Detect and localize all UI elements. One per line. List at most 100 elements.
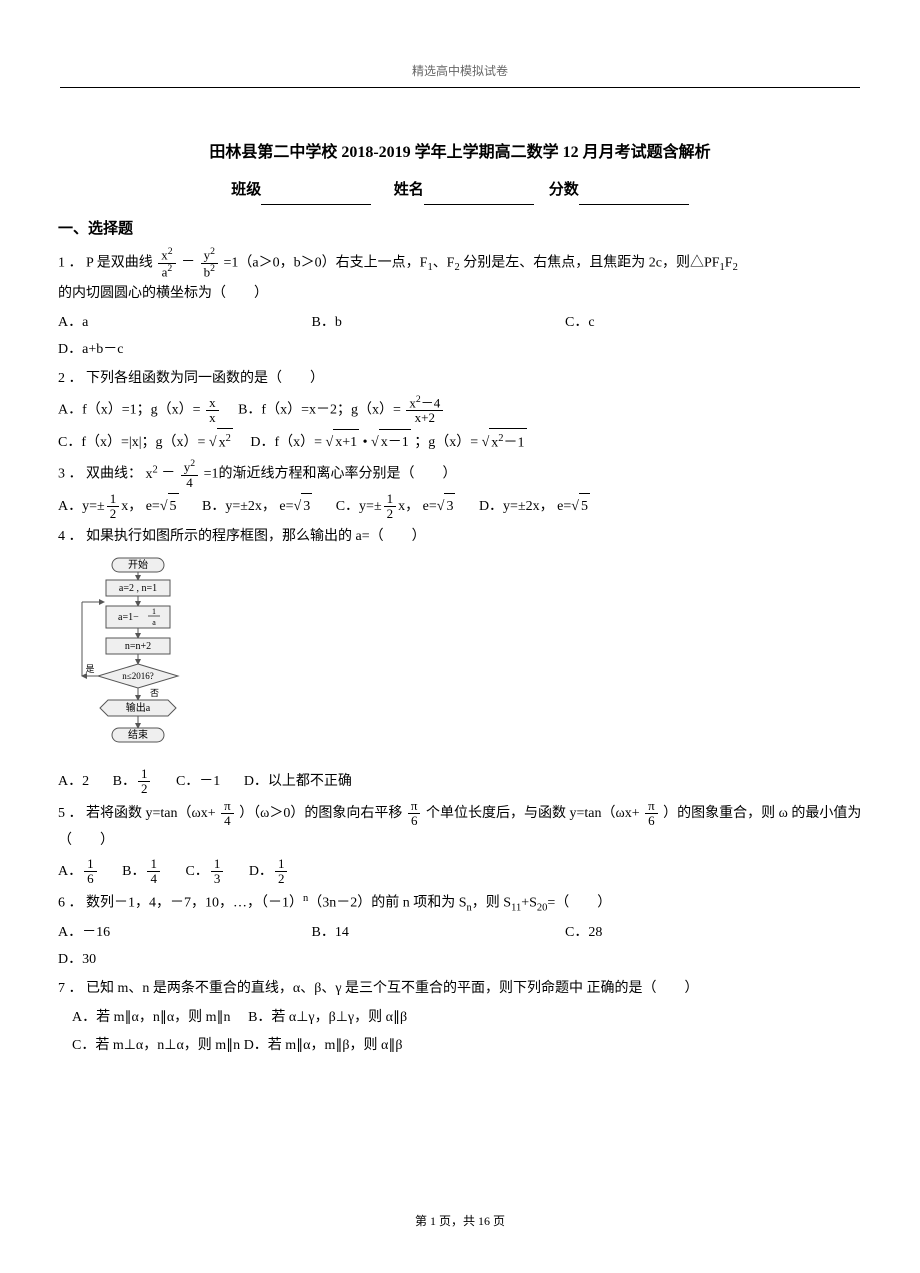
q2-optD-rad1: x+1 bbox=[333, 429, 359, 457]
q2-optB-frac: x2－4 x+2 bbox=[406, 395, 443, 426]
q2-optA-num: x bbox=[206, 396, 219, 411]
q3-options: A．y=±12x， e=5 B．y=±2x， e=3 C．y=±12x， e=3… bbox=[58, 492, 862, 522]
q3-optC-b: x， e= bbox=[398, 499, 437, 514]
q5-optC: C．13 bbox=[185, 857, 225, 887]
question-1: 1 ． P 是双曲线 x2 a2 － y2 b2 =1（a＞0，b＞0）右支上一… bbox=[58, 247, 862, 279]
q3-eq-x: x2 bbox=[146, 467, 158, 482]
footer: 第 1 页，共 16 页 bbox=[0, 1210, 920, 1233]
q2-optA-frac: x x bbox=[206, 396, 219, 426]
q2-line-ab: A．f（x）=1；g（x）= x x B．f（x）=x－2；g（x）= x2－4… bbox=[58, 395, 862, 426]
svg-text:1: 1 bbox=[152, 607, 156, 616]
name-label: 姓名 bbox=[394, 176, 424, 205]
q7-optA: A．若 m∥α，n∥α，则 m∥n bbox=[72, 1010, 231, 1025]
q4-options: A．2 B．12 C．－1 D．以上都不正确 bbox=[58, 767, 862, 797]
main-title: 田林县第二中学校 2018-2019 学年上学期高二数学 12 月月考试题含解析 bbox=[58, 138, 862, 168]
question-5: 5 ． 若将函数 y=tan（ωx+ π4 ）（ω＞0）的图象向右平移 π6 个… bbox=[58, 799, 862, 855]
svg-text:a: a bbox=[152, 618, 156, 627]
class-label: 班级 bbox=[231, 176, 261, 205]
q6-optD: D．30 bbox=[58, 947, 96, 974]
q5-optD: D．12 bbox=[249, 857, 290, 887]
q5-optB: B．14 bbox=[122, 857, 162, 887]
q6-text-a: 6 ． 数列－1，4，－7，10，…，（－1） bbox=[58, 895, 303, 910]
q2-optD-rad2: x－1 bbox=[379, 429, 411, 457]
question-4: 4 ． 如果执行如图所示的程序框图，那么输出的 a=（ ） bbox=[58, 524, 862, 551]
q3-optB-rad: 3 bbox=[301, 493, 312, 521]
q3-optC-rad: 3 bbox=[444, 493, 455, 521]
q1-optC: C．c bbox=[565, 310, 755, 337]
q5-text-c: 个单位长度后，与函数 y=tan（ωx+ bbox=[426, 806, 640, 821]
svg-text:n=n+2: n=n+2 bbox=[125, 641, 151, 652]
q4-optB-a: B． bbox=[113, 774, 136, 789]
q5-f3-num: π bbox=[645, 799, 658, 814]
q1-frac1: x2 a2 bbox=[158, 247, 175, 279]
section-1-heading: 一、选择题 bbox=[58, 215, 862, 244]
q7-line-ab: A．若 m∥α，n∥α，则 m∥n B．若 α⊥γ，β⊥γ，则 α∥β bbox=[58, 1005, 862, 1032]
q5-text-a: 5 ． 若将函数 y=tan（ωx+ bbox=[58, 806, 216, 821]
q7-optD: D．若 m∥α，m∥β，则 α∥β bbox=[244, 1038, 403, 1053]
q1-line2: 的内切圆圆心的横坐标为（ ） bbox=[58, 281, 862, 308]
question-3: 3 ． 双曲线： x2 － y2 4 =1的渐近线方程和离心率分别是（ ） bbox=[58, 459, 862, 490]
q6-optB: B．14 bbox=[312, 920, 502, 947]
q5-f1-den: 4 bbox=[221, 814, 234, 828]
q3-optB: B．y=±2x， e=3 bbox=[202, 493, 312, 521]
q5-f2-den: 6 bbox=[408, 814, 421, 828]
q2-optC-exp: 2 bbox=[226, 433, 231, 444]
q2-optA-a: A．f（x）=1；g（x）= bbox=[58, 403, 201, 418]
q4-optB-den: 2 bbox=[138, 782, 151, 796]
flowchart: 开始 a=2 , n=1 a=1− 1 a n=n+2 n≤2016? 是 否 … bbox=[68, 556, 862, 761]
q3-optC-num: 1 bbox=[384, 492, 397, 507]
q1-optD: D．a+b－c bbox=[58, 337, 123, 364]
q3-optC-a: C．y=± bbox=[336, 499, 382, 514]
q3-optD-a: D．y=±2x， e= bbox=[479, 499, 571, 514]
q1-optA: A．a bbox=[58, 310, 248, 337]
q2-optD-sqrt1: x+1 bbox=[326, 429, 360, 457]
q2-optB-a: B．f（x）=x－2；g（x）= bbox=[224, 403, 401, 418]
q7-optC: C．若 m⊥α，n⊥α，则 m∥n bbox=[72, 1038, 240, 1053]
q3-frac-den: 4 bbox=[181, 476, 198, 490]
q3-optC: C．y=±12x， e= 3 bbox=[336, 492, 456, 522]
q6-text-b: （3n－2）的前 n 项和为 S bbox=[308, 895, 466, 910]
header-underline bbox=[60, 87, 860, 88]
q1-text-b: =1（a＞0，b＞0）右支上一点，F bbox=[224, 256, 428, 271]
q4-optD: D．以上都不正确 bbox=[244, 769, 352, 796]
q3-optC-den: 2 bbox=[384, 507, 397, 521]
q3-optA: A．y=±12x， e=5 bbox=[58, 492, 179, 522]
q6-options: A．－16 B．14 C．28 D．30 bbox=[58, 920, 862, 974]
q2-optA-den: x bbox=[206, 411, 219, 425]
q7-line-cd: C．若 m⊥α，n⊥α，则 m∥n D．若 m∥α，m∥β，则 α∥β bbox=[58, 1033, 862, 1060]
q6-text-e: =（ ） bbox=[547, 895, 611, 910]
q4-optC: C．－1 bbox=[176, 769, 220, 796]
q2-line-cd: C．f（x）=|x|；g（x）= x2 D．f（x）= x+1 • x－1 ；g… bbox=[58, 428, 862, 457]
q4-optB-num: 1 bbox=[138, 767, 151, 782]
q2-optD-sqrt3: x2－1 bbox=[482, 428, 527, 457]
name-blank[interactable] bbox=[424, 187, 534, 205]
q1-text-d: 分别是左、右焦点，且焦距为 2c，则△PF bbox=[460, 256, 720, 271]
svg-text:开始: 开始 bbox=[128, 558, 148, 571]
q3-eq-minus: － bbox=[161, 466, 175, 481]
q1-optB: B．b bbox=[312, 310, 502, 337]
question-2: 2 ． 下列各组函数为同一函数的是（ ） bbox=[58, 366, 862, 393]
q2-optC-sqrt: x2 bbox=[209, 428, 233, 457]
q1-minus: － bbox=[181, 255, 195, 270]
q6-text-d: +S bbox=[521, 895, 537, 910]
svg-text:a=2 , n=1: a=2 , n=1 bbox=[119, 583, 157, 594]
q3-optA-a: A．y=± bbox=[58, 499, 105, 514]
q2-optD-sqrt2: x－1 bbox=[371, 429, 411, 457]
q3-optA-b: x， e= bbox=[121, 499, 160, 514]
svg-text:是: 是 bbox=[85, 664, 94, 674]
q5-f2-num: π bbox=[408, 799, 421, 814]
q3-text-a: 3 ． 双曲线： bbox=[58, 467, 142, 482]
score-blank[interactable] bbox=[579, 187, 689, 205]
q5-f3-den: 6 bbox=[645, 814, 658, 828]
svg-text:n≤2016?: n≤2016? bbox=[122, 671, 153, 681]
q2-optD-b: ；g（x）= bbox=[414, 435, 478, 450]
question-7: 7 ． 已知 m、n 是两条不重合的直线，α、β、γ 是三个互不重合的平面，则下… bbox=[58, 976, 862, 1003]
class-blank[interactable] bbox=[261, 187, 371, 205]
q7-optB: B．若 α⊥γ，β⊥γ，则 α∥β bbox=[248, 1010, 407, 1025]
svg-text:输出a: 输出a bbox=[126, 701, 151, 714]
score-label: 分数 bbox=[549, 176, 579, 205]
q2-optD-rad3suffix: －1 bbox=[504, 435, 525, 450]
q4-optA: A．2 bbox=[58, 769, 89, 796]
q2-optC-rad: x bbox=[219, 435, 226, 450]
form-line: 班级 姓名 分数 bbox=[58, 176, 862, 205]
